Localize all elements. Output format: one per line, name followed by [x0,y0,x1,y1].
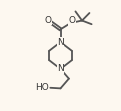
Text: O: O [68,16,75,25]
Text: O: O [45,16,52,25]
Text: N: N [57,64,64,73]
Text: HO: HO [35,83,49,92]
Text: N: N [57,38,64,47]
